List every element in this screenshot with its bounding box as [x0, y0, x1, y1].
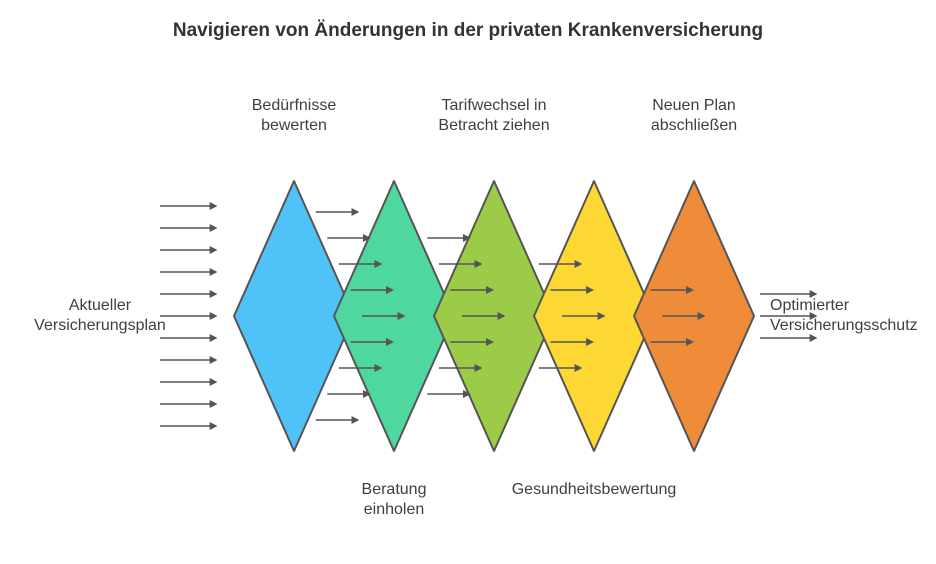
bottom-label-0: Beratung einholen	[294, 480, 494, 520]
diagram-stage: Navigieren von Änderungen in der private…	[0, 0, 936, 564]
top-label-2: Neuen Plan abschließen	[614, 96, 774, 136]
page-title: Navigieren von Änderungen in der private…	[0, 20, 936, 42]
output-label: Optimierter Versicherungsschutz	[770, 296, 918, 336]
input-label: Aktueller Versicherungsplan	[30, 296, 170, 336]
top-label-0: Bedürfnisse bewerten	[214, 96, 374, 136]
top-label-1: Tarifwechsel in Betracht ziehen	[414, 96, 574, 136]
bottom-label-1: Gesundheitsbewertung	[494, 480, 694, 500]
